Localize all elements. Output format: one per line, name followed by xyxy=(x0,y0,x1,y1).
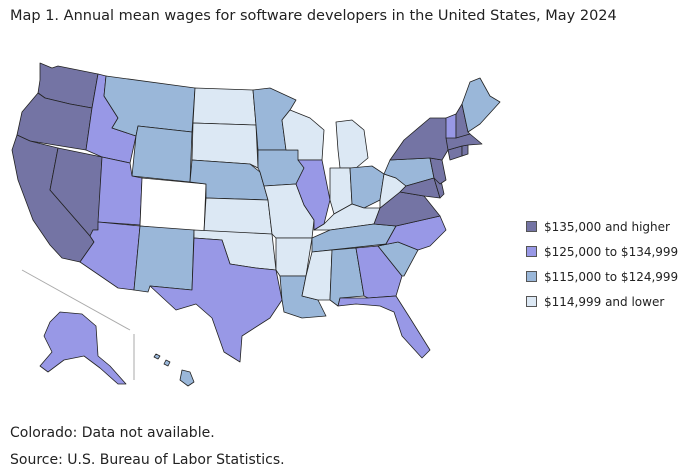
legend-label: $125,000 to $134,999 xyxy=(544,244,679,259)
state-ohio[interactable] xyxy=(349,165,385,209)
legend-label: $114,999 and lower xyxy=(544,294,665,309)
state-hawaii[interactable] xyxy=(179,369,195,387)
state-new-mexico[interactable] xyxy=(133,225,195,293)
state-hawaii-islet[interactable] xyxy=(163,359,171,367)
state-north-dakota[interactable] xyxy=(192,87,257,126)
state-maryland[interactable] xyxy=(399,177,441,199)
legend-item: $115,000 to $124,999 xyxy=(526,264,678,289)
state-vermont[interactable] xyxy=(445,113,457,139)
legend-swatch xyxy=(526,246,537,257)
state-alaska[interactable] xyxy=(39,311,127,385)
state-maine[interactable] xyxy=(461,77,501,133)
state-texas[interactable] xyxy=(149,237,283,363)
state-illinois[interactable] xyxy=(295,159,331,231)
map-legend: $135,000 and higher $125,000 to $134,999… xyxy=(526,214,678,314)
legend-item: $135,000 and higher xyxy=(526,214,678,239)
legend-swatch xyxy=(526,221,537,232)
legend-swatch xyxy=(526,271,537,282)
legend-item: $125,000 to $134,999 xyxy=(526,239,678,264)
state-wyoming[interactable] xyxy=(131,125,193,183)
state-hawaii-islet[interactable] xyxy=(153,353,161,360)
state-new-hampshire[interactable] xyxy=(455,103,471,139)
map-title: Map 1. Annual mean wages for software de… xyxy=(10,8,617,24)
state-michigan[interactable] xyxy=(335,119,369,169)
inset-divider xyxy=(21,269,131,331)
state-florida[interactable] xyxy=(337,295,431,359)
state-colorado[interactable] xyxy=(139,177,207,233)
state-kansas[interactable] xyxy=(203,197,273,235)
source-note: Source: U.S. Bureau of Labor Statistics. xyxy=(10,452,285,468)
state-rhode-island[interactable] xyxy=(461,144,469,157)
legend-item: $114,999 and lower xyxy=(526,289,678,314)
state-arkansas[interactable] xyxy=(275,237,313,277)
state-iowa[interactable] xyxy=(257,149,305,187)
state-new-york[interactable] xyxy=(389,117,449,161)
state-south-dakota[interactable] xyxy=(191,122,259,169)
footnote: Colorado: Data not available. xyxy=(10,425,215,441)
legend-label: $115,000 to $124,999 xyxy=(544,269,679,284)
legend-swatch xyxy=(526,296,537,307)
legend-label: $135,000 and higher xyxy=(544,219,670,234)
